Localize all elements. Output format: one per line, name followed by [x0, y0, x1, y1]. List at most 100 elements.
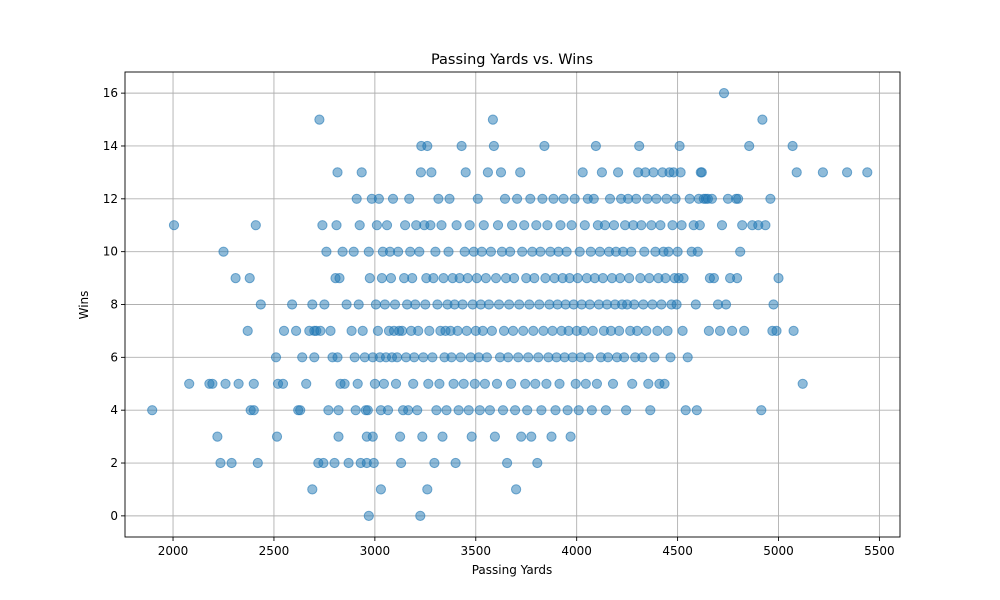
data-point [418, 352, 429, 363]
data-point [637, 352, 648, 363]
data-point [613, 167, 624, 178]
data-point [339, 378, 350, 389]
data-point [538, 325, 549, 336]
data-point [660, 273, 671, 284]
data-point [490, 273, 502, 284]
data-point [486, 325, 497, 336]
data-point [499, 193, 511, 204]
data-point [791, 167, 802, 178]
data-point [352, 378, 363, 389]
data-point [517, 246, 528, 257]
data-point [508, 273, 520, 284]
data-point [597, 273, 609, 284]
data-point [540, 273, 551, 284]
data-point [667, 220, 678, 231]
data-point [594, 246, 606, 257]
x-tick-label: 5500 [864, 544, 895, 558]
data-point [314, 114, 325, 125]
data-point [379, 299, 390, 310]
data-point [376, 273, 387, 284]
data-point [404, 193, 415, 204]
data-point [714, 325, 726, 336]
data-point [444, 193, 455, 204]
data-point [586, 405, 597, 416]
data-point [561, 246, 572, 257]
data-point [295, 405, 306, 416]
data-point [271, 431, 283, 442]
data-point [422, 140, 433, 152]
data-point [354, 220, 365, 231]
data-point [270, 352, 282, 363]
data-point [591, 378, 603, 389]
data-point [408, 378, 419, 389]
data-point [307, 299, 318, 310]
data-point [346, 325, 357, 336]
data-point [463, 405, 474, 416]
data-point [515, 167, 526, 178]
data-point [547, 325, 558, 336]
data-point [375, 484, 386, 495]
data-point [412, 405, 423, 416]
data-point [343, 457, 354, 469]
data-point [773, 273, 784, 284]
data-point [703, 325, 715, 336]
data-point [423, 378, 434, 389]
data-point [842, 167, 853, 178]
data-point [441, 405, 452, 416]
data-point [639, 246, 650, 257]
x-tick-label: 3000 [360, 544, 391, 558]
data-point [674, 140, 685, 152]
data-point [677, 325, 688, 336]
data-point [483, 299, 494, 310]
data-point [461, 325, 472, 336]
data-point [648, 167, 659, 178]
x-tick-label: 3500 [460, 544, 491, 558]
chart-title: Passing Yards vs. Wins [431, 52, 593, 68]
data-point [596, 167, 608, 178]
data-point [488, 140, 499, 152]
data-point [393, 246, 404, 257]
data-point [862, 167, 873, 178]
data-point [652, 325, 663, 336]
data-point [607, 378, 619, 389]
data-point [632, 325, 643, 336]
data-point [417, 431, 428, 442]
data-point [513, 352, 524, 363]
data-point [523, 352, 534, 363]
data-point [385, 273, 397, 284]
data-point [487, 114, 498, 125]
data-point [505, 246, 516, 257]
y-tick-label: 0 [110, 509, 118, 523]
y-axis-ticks: 0 2 4 6 8 10 12 14 16 [103, 86, 125, 523]
data-point [646, 220, 657, 231]
data-point [706, 193, 718, 204]
data-point [580, 378, 591, 389]
data-point [788, 325, 799, 336]
data-point [645, 405, 656, 416]
x-tick-label: 4500 [662, 544, 693, 558]
data-point [407, 273, 418, 284]
data-point [469, 378, 480, 389]
data-point [425, 220, 436, 231]
data-point [516, 431, 527, 442]
data-point [353, 299, 364, 310]
data-point [291, 325, 302, 336]
data-point [720, 299, 732, 310]
data-point [319, 299, 330, 310]
data-point [716, 220, 728, 231]
data-point [533, 352, 544, 363]
x-axis-label: Passing Yards [472, 563, 553, 577]
data-point [539, 140, 550, 152]
data-point [655, 220, 666, 231]
data-point [147, 405, 158, 416]
data-point [184, 378, 195, 389]
data-point [437, 431, 448, 442]
data-point [424, 325, 435, 336]
data-point [529, 273, 540, 284]
data-point [817, 167, 829, 178]
y-tick-label: 6 [110, 350, 118, 364]
data-point [230, 273, 241, 284]
data-point [207, 378, 218, 389]
data-point [578, 325, 589, 336]
data-point [528, 325, 539, 336]
